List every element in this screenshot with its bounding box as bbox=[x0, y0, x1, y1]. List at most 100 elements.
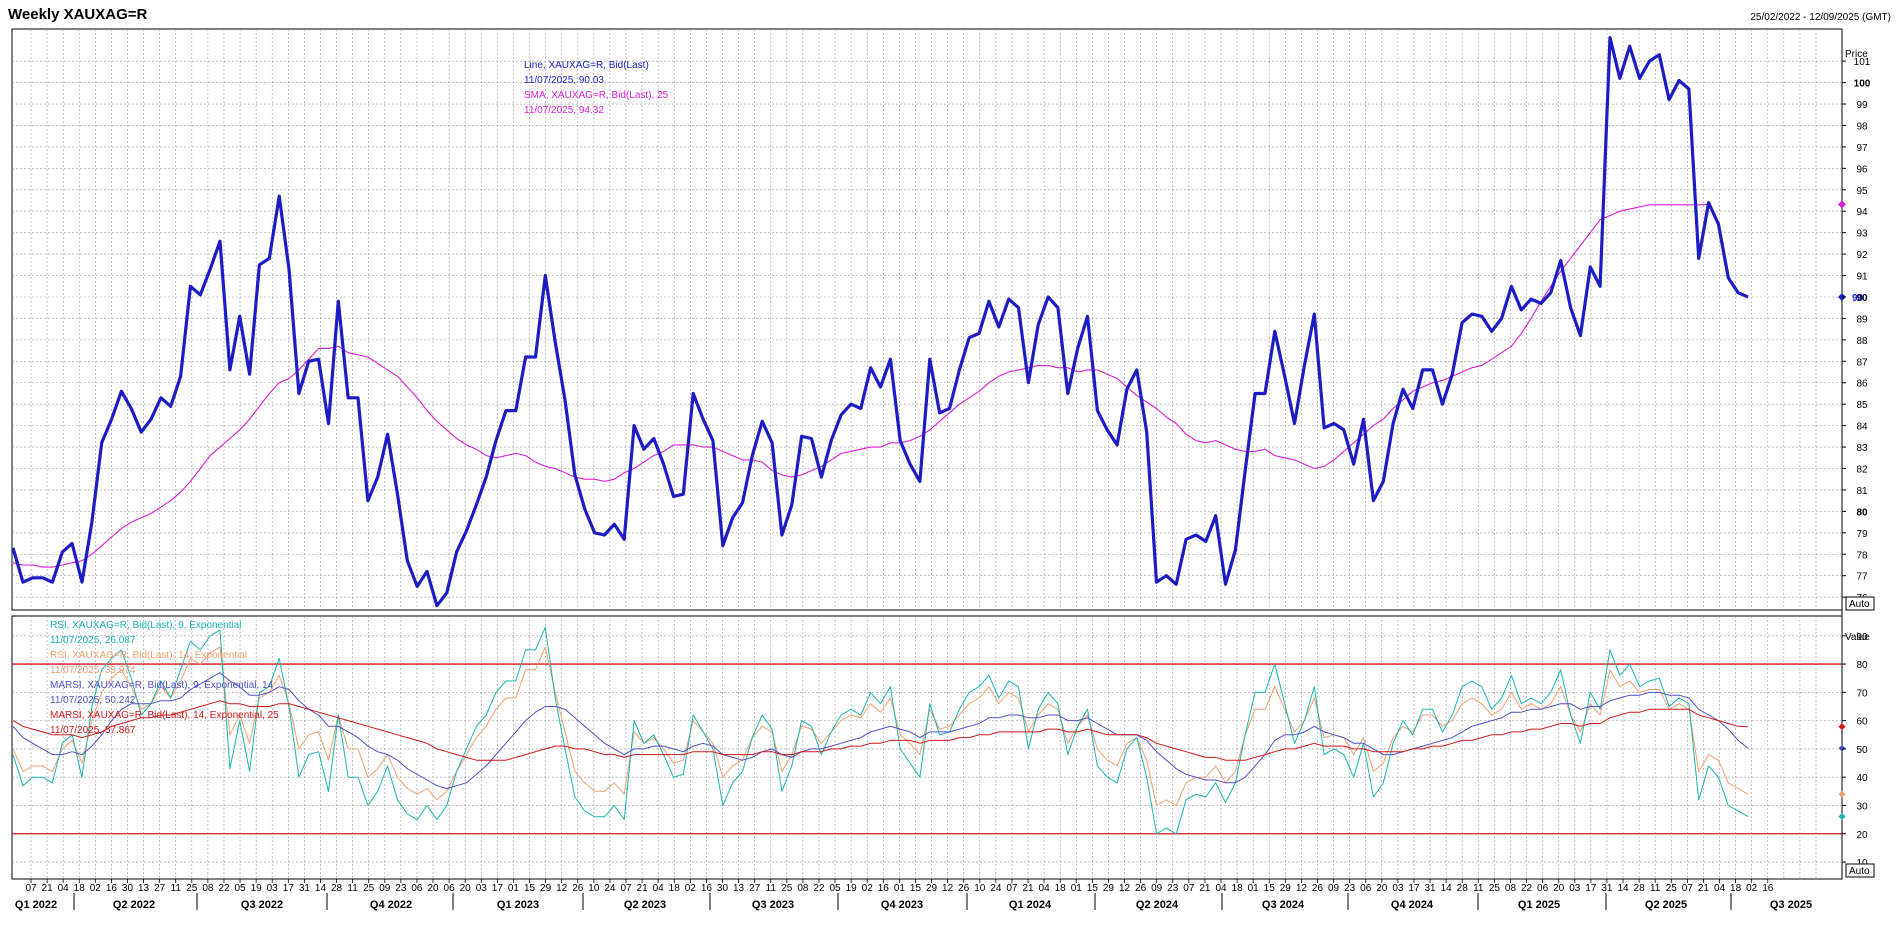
price-legend-line-name: Line, XAUXAG=R, Bid(Last) bbox=[524, 60, 649, 71]
x-day-label: 15 bbox=[1264, 883, 1276, 894]
x-day-label: 25 bbox=[1489, 883, 1501, 894]
x-day-label: 27 bbox=[154, 883, 166, 894]
x-day-label: 15 bbox=[524, 883, 536, 894]
x-day-label: 21 bbox=[1199, 883, 1211, 894]
value-legend-marsi14-name: MARSI, XAUXAG=R, Bid(Last), 14, Exponent… bbox=[50, 710, 279, 721]
price-axis-label: Price bbox=[1845, 49, 1868, 60]
x-day-label: 18 bbox=[1730, 883, 1742, 894]
x-day-label: 25 bbox=[781, 883, 793, 894]
x-day-label: 13 bbox=[138, 883, 150, 894]
x-day-label: 11 bbox=[347, 883, 358, 894]
x-day-label: 12 bbox=[1296, 883, 1308, 894]
x-day-label: 21 bbox=[1698, 883, 1710, 894]
x-day-label: 29 bbox=[1280, 883, 1292, 894]
x-day-label: 07 bbox=[1006, 883, 1018, 894]
x-day-label: 18 bbox=[1055, 883, 1067, 894]
x-day-label: 16 bbox=[1762, 883, 1774, 894]
x-day-label: 03 bbox=[1569, 883, 1581, 894]
price-current-marker: 90 bbox=[1852, 293, 1864, 304]
x-day-label: 17 bbox=[492, 883, 504, 894]
x-day-label: 24 bbox=[990, 883, 1002, 894]
price-tick-label: 94 bbox=[1856, 207, 1868, 218]
quarter-label: Q3 2024 bbox=[1262, 899, 1305, 911]
value-panel-frame bbox=[11, 615, 1843, 880]
x-day-label: 18 bbox=[1232, 883, 1244, 894]
value-auto-button[interactable]: Auto bbox=[1845, 863, 1875, 878]
x-day-label: 30 bbox=[717, 883, 729, 894]
price-tick-label: 98 bbox=[1856, 121, 1868, 132]
x-day-label: 22 bbox=[1521, 883, 1533, 894]
quarter-label: Q3 2023 bbox=[752, 899, 794, 911]
x-day-label: 23 bbox=[1344, 883, 1356, 894]
x-day-label: 18 bbox=[74, 883, 86, 894]
quarter-label: Q4 2024 bbox=[1391, 899, 1434, 911]
x-day-label: 26 bbox=[572, 883, 584, 894]
price-tick-label: 99 bbox=[1856, 100, 1868, 111]
price-tick-label: 87 bbox=[1856, 357, 1868, 368]
x-day-label: 06 bbox=[1360, 883, 1372, 894]
x-day-label: 01 bbox=[1071, 883, 1083, 894]
value-tick-label: 60 bbox=[1856, 717, 1868, 728]
price-tick-label: 89 bbox=[1856, 314, 1868, 325]
x-day-label: 20 bbox=[427, 883, 439, 894]
x-day-label: 16 bbox=[106, 883, 118, 894]
value-legend-marsi14-value: 11/07/2025, 57.867 bbox=[50, 725, 136, 736]
x-day-label: 31 bbox=[299, 883, 311, 894]
price-tick-label: 83 bbox=[1856, 443, 1868, 454]
x-day-label: 23 bbox=[395, 883, 407, 894]
price-tick-label: 82 bbox=[1856, 465, 1868, 476]
price-legend: Line, XAUXAG=R, Bid(Last) 11/07/2025, 90… bbox=[524, 60, 669, 116]
x-day-label: 13 bbox=[733, 883, 745, 894]
price-tick-label: 78 bbox=[1856, 550, 1868, 561]
x-day-label: 06 bbox=[1537, 883, 1549, 894]
x-day-label: 07 bbox=[620, 883, 632, 894]
x-day-label: 26 bbox=[1312, 883, 1324, 894]
x-day-label: 10 bbox=[588, 883, 600, 894]
x-day-label: 04 bbox=[1215, 883, 1227, 894]
value-axis-label: Value bbox=[1845, 632, 1870, 643]
x-day-label: 21 bbox=[637, 883, 649, 894]
price-series-layer bbox=[11, 35, 1846, 608]
x-day-label: 10 bbox=[974, 883, 986, 894]
value-tick-label: 30 bbox=[1856, 801, 1868, 812]
price-tick-label: 93 bbox=[1856, 229, 1868, 240]
x-day-label: 24 bbox=[604, 883, 616, 894]
price-tick-label: 92 bbox=[1856, 250, 1868, 261]
x-day-label: 31 bbox=[1424, 883, 1436, 894]
x-day-label: 06 bbox=[444, 883, 456, 894]
x-day-label: 14 bbox=[315, 883, 327, 894]
value-tick-label: 80 bbox=[1856, 660, 1868, 671]
x-day-label: 21 bbox=[1022, 883, 1034, 894]
chart-title: Weekly XAUXAG=R bbox=[8, 6, 148, 23]
price-auto-button[interactable]: Auto bbox=[1845, 596, 1875, 611]
x-day-label: 08 bbox=[797, 883, 809, 894]
x-day-label: 09 bbox=[1328, 883, 1340, 894]
quarter-label: Q1 2023 bbox=[497, 899, 539, 911]
price-tick-label: 80 bbox=[1856, 507, 1868, 518]
x-day-label: 20 bbox=[1553, 883, 1565, 894]
x-day-label: 07 bbox=[1682, 883, 1694, 894]
x-day-label: 21 bbox=[42, 883, 54, 894]
x-day-label: 19 bbox=[846, 883, 858, 894]
value-series-layer bbox=[12, 626, 1846, 835]
quarter-label: Q2 2023 bbox=[624, 899, 666, 911]
x-day-label: 03 bbox=[476, 883, 488, 894]
price-tick-label: 91 bbox=[1856, 272, 1868, 283]
value-tick-label: 90 bbox=[1856, 632, 1868, 643]
value-tick-label: 40 bbox=[1856, 773, 1868, 784]
price-tick-label: 101 bbox=[1854, 57, 1871, 68]
x-day-label: 20 bbox=[1376, 883, 1388, 894]
x-day-label: 14 bbox=[1617, 883, 1629, 894]
price-tick-label: 96 bbox=[1856, 164, 1868, 175]
x-day-label: 04 bbox=[1714, 883, 1726, 894]
x-day-label: 04 bbox=[58, 883, 70, 894]
x-day-label: 08 bbox=[202, 883, 214, 894]
x-day-label: 17 bbox=[283, 883, 295, 894]
x-day-label: 03 bbox=[267, 883, 279, 894]
x-day-label: 02 bbox=[862, 883, 874, 894]
quarter-label: Q1 2022 bbox=[15, 899, 57, 911]
x-day-label: 12 bbox=[556, 883, 568, 894]
quarter-label: Q1 2025 bbox=[1518, 899, 1560, 911]
price-tick-label: 84 bbox=[1856, 422, 1868, 433]
